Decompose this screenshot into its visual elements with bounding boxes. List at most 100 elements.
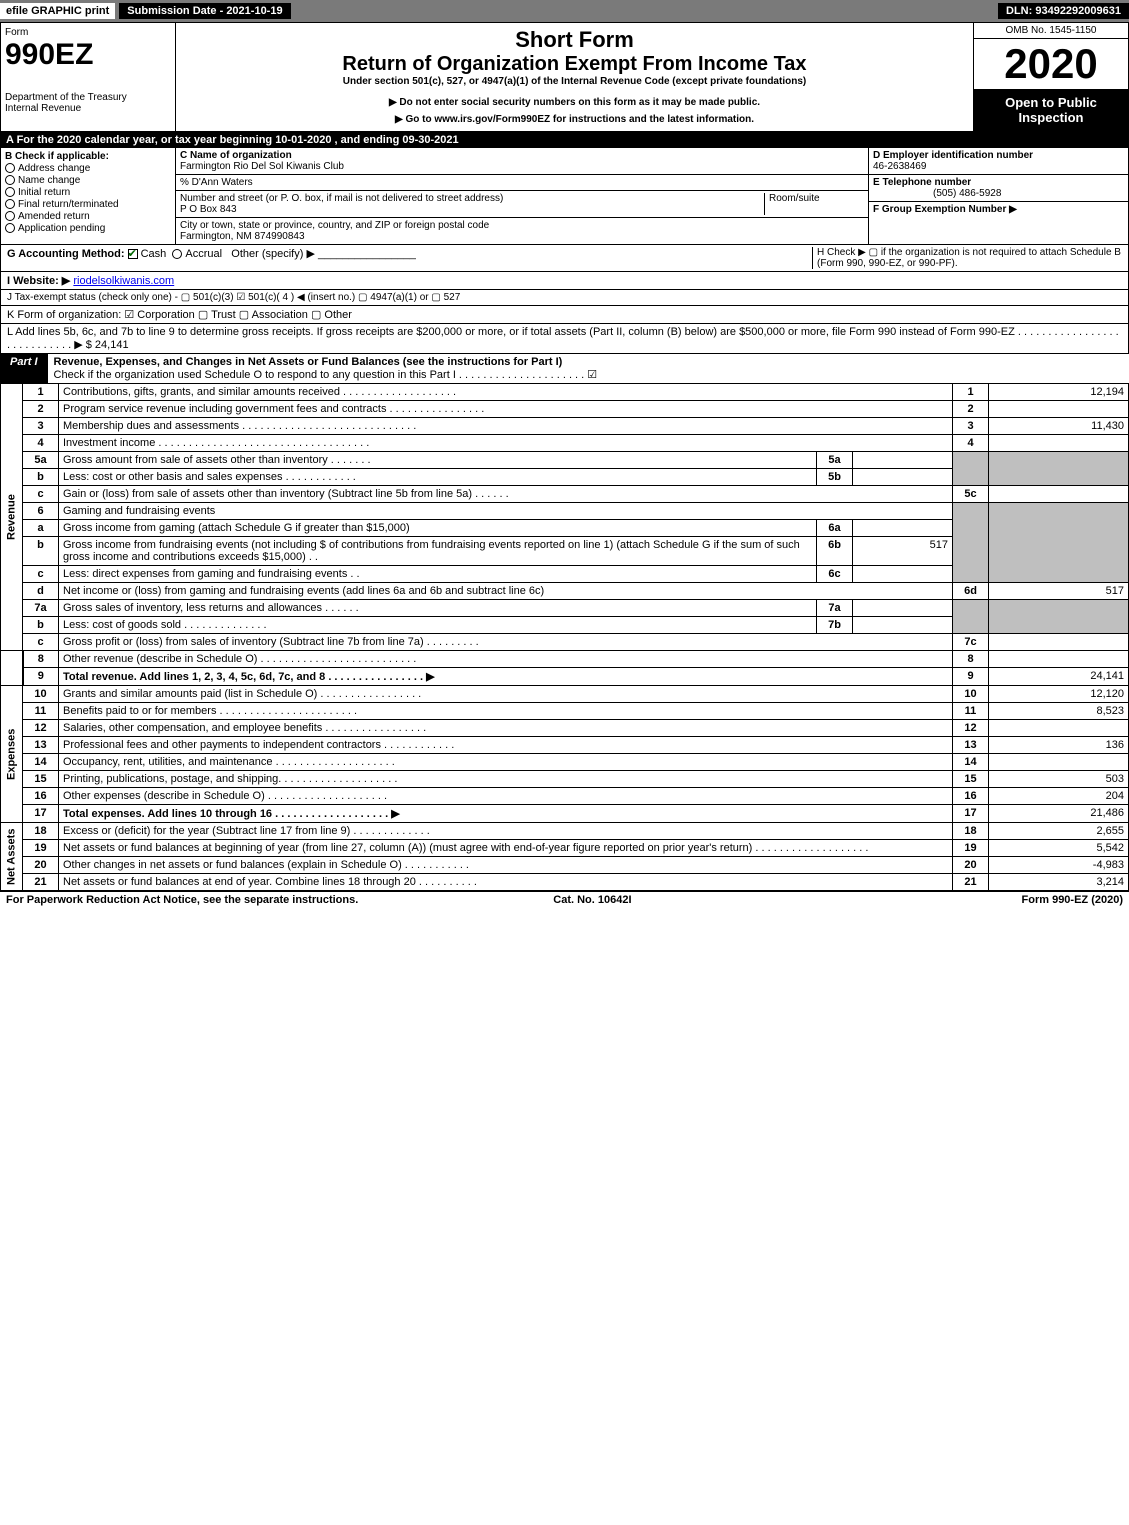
opt-initial: Initial return	[18, 187, 70, 198]
ln6b-subamt: 517	[853, 537, 953, 566]
ln14-text: Occupancy, rent, utilities, and maintena…	[59, 754, 953, 771]
line-g-h: G Accounting Method: Cash Accrual Other …	[0, 245, 1129, 272]
ln2-num: 2	[23, 401, 59, 418]
org-name: Farmington Rio Del Sol Kiwanis Club	[180, 161, 344, 172]
ln19-num: 19	[23, 840, 59, 857]
header-mid: Short Form Return of Organization Exempt…	[176, 23, 973, 131]
ln11-num: 11	[23, 703, 59, 720]
goto-link[interactable]: ▶ Go to www.irs.gov/Form990EZ for instru…	[184, 114, 965, 125]
ln10-box: 10	[953, 686, 989, 703]
ln6d-num: d	[23, 583, 59, 600]
ln13-text: Professional fees and other payments to …	[59, 737, 953, 754]
omb-number: OMB No. 1545-1150	[974, 23, 1128, 39]
ln13-num: 13	[23, 737, 59, 754]
title-short-form: Short Form	[184, 27, 965, 53]
final-radio[interactable]	[5, 199, 15, 209]
ln4-box: 4	[953, 435, 989, 452]
ln18-box: 18	[953, 823, 989, 840]
room-label: Room/suite	[769, 193, 820, 204]
line-l: L Add lines 5b, 6c, and 7b to line 9 to …	[0, 324, 1129, 354]
careof: % D'Ann Waters	[180, 177, 253, 188]
ln8-amt	[989, 651, 1129, 668]
ln1-text: Contributions, gifts, grants, and simila…	[59, 384, 953, 401]
website-link[interactable]: riodelsolkiwanis.com	[73, 275, 174, 287]
ln5b-subamt	[853, 469, 953, 486]
ln14-num: 14	[23, 754, 59, 771]
ln7c-text: Gross profit or (loss) from sales of inv…	[59, 634, 953, 651]
ln9-amt: 24,141	[989, 668, 1129, 686]
ln4-text: Investment income . . . . . . . . . . . …	[59, 435, 953, 452]
ln9-num: 9	[23, 668, 59, 686]
ln9-box: 9	[953, 668, 989, 686]
pending-radio[interactable]	[5, 223, 15, 233]
footer-mid: Cat. No. 10642I	[553, 894, 631, 906]
ln4-num: 4	[23, 435, 59, 452]
rev-side-spacer	[1, 651, 23, 686]
check-if-applicable: B Check if applicable: Address change Na…	[1, 148, 176, 244]
part-i-header: Part I Revenue, Expenses, and Changes in…	[0, 354, 1129, 383]
b-title: B Check if applicable:	[5, 151, 109, 162]
ln18-amt: 2,655	[989, 823, 1129, 840]
ln5c-box: 5c	[953, 486, 989, 503]
submission-date: Submission Date - 2021-10-19	[119, 3, 290, 19]
ln6c-subamt	[853, 566, 953, 583]
line-k: K Form of organization: ☑ Corporation ▢ …	[0, 306, 1129, 324]
part-i-check: Check if the organization used Schedule …	[54, 369, 598, 381]
name-change-radio[interactable]	[5, 175, 15, 185]
cash-label: Cash	[141, 248, 167, 260]
ln6a-subamt	[853, 520, 953, 537]
cash-check[interactable]	[128, 249, 138, 259]
ln20-num: 20	[23, 857, 59, 874]
netassets-side-label: Net Assets	[1, 823, 23, 891]
f-label: F Group Exemption Number ▶	[873, 204, 1017, 215]
ln11-text: Benefits paid to or for members . . . . …	[59, 703, 953, 720]
footer: For Paperwork Reduction Act Notice, see …	[0, 891, 1129, 908]
ln5a-text: Gross amount from sale of assets other t…	[59, 452, 817, 469]
grey-5	[953, 452, 989, 486]
phone-val: (505) 486-5928	[873, 188, 1001, 199]
ln12-box: 12	[953, 720, 989, 737]
ln16-amt: 204	[989, 788, 1129, 805]
ln6-num: 6	[23, 503, 59, 520]
open-inspection: Open to Public Inspection	[974, 89, 1128, 131]
ln9-text: Total revenue. Add lines 1, 2, 3, 4, 5c,…	[63, 671, 435, 683]
opt-final: Final return/terminated	[18, 199, 119, 210]
right-info: D Employer identification number46-26384…	[868, 148, 1128, 244]
addr-change-radio[interactable]	[5, 163, 15, 173]
ln12-num: 12	[23, 720, 59, 737]
ln21-amt: 3,214	[989, 874, 1129, 891]
ln7c-num: c	[23, 634, 59, 651]
expenses-side-label: Expenses	[1, 686, 23, 823]
grey-6b	[989, 503, 1129, 583]
efile-label[interactable]: efile GRAPHIC print	[0, 3, 115, 19]
initial-radio[interactable]	[5, 187, 15, 197]
ln2-text: Program service revenue including govern…	[59, 401, 953, 418]
ln13-box: 13	[953, 737, 989, 754]
grey-5b	[989, 452, 1129, 486]
ln6d-amt: 517	[989, 583, 1129, 600]
org-info: C Name of organizationFarmington Rio Del…	[176, 148, 868, 244]
ln16-box: 16	[953, 788, 989, 805]
ln7a-text: Gross sales of inventory, less returns a…	[59, 600, 817, 617]
ln17-box: 17	[953, 805, 989, 823]
ln7b-sub: 7b	[817, 617, 853, 634]
amended-radio[interactable]	[5, 211, 15, 221]
goto-text[interactable]: ▶ Go to www.irs.gov/Form990EZ for instru…	[395, 114, 754, 125]
ln7c-amt	[989, 634, 1129, 651]
ln10-text: Grants and similar amounts paid (list in…	[59, 686, 953, 703]
ln6b-num: b	[23, 537, 59, 566]
part-i-label: Part I	[0, 354, 48, 383]
warning-text: ▶ Do not enter social security numbers o…	[184, 97, 965, 108]
dln-label: DLN: 93492292009631	[998, 3, 1129, 19]
ln1-box: 1	[953, 384, 989, 401]
ln7b-text: Less: cost of goods sold . . . . . . . .…	[59, 617, 817, 634]
ln5b-text: Less: cost or other basis and sales expe…	[59, 469, 817, 486]
ln6-text: Gaming and fundraising events	[59, 503, 953, 520]
ln5c-num: c	[23, 486, 59, 503]
accrual-radio[interactable]	[172, 249, 182, 259]
i-label: I Website: ▶	[7, 275, 70, 287]
opt-pending: Application pending	[18, 223, 105, 234]
ln6c-sub: 6c	[817, 566, 853, 583]
ln20-amt: -4,983	[989, 857, 1129, 874]
top-bar: efile GRAPHIC print Submission Date - 20…	[0, 0, 1129, 22]
